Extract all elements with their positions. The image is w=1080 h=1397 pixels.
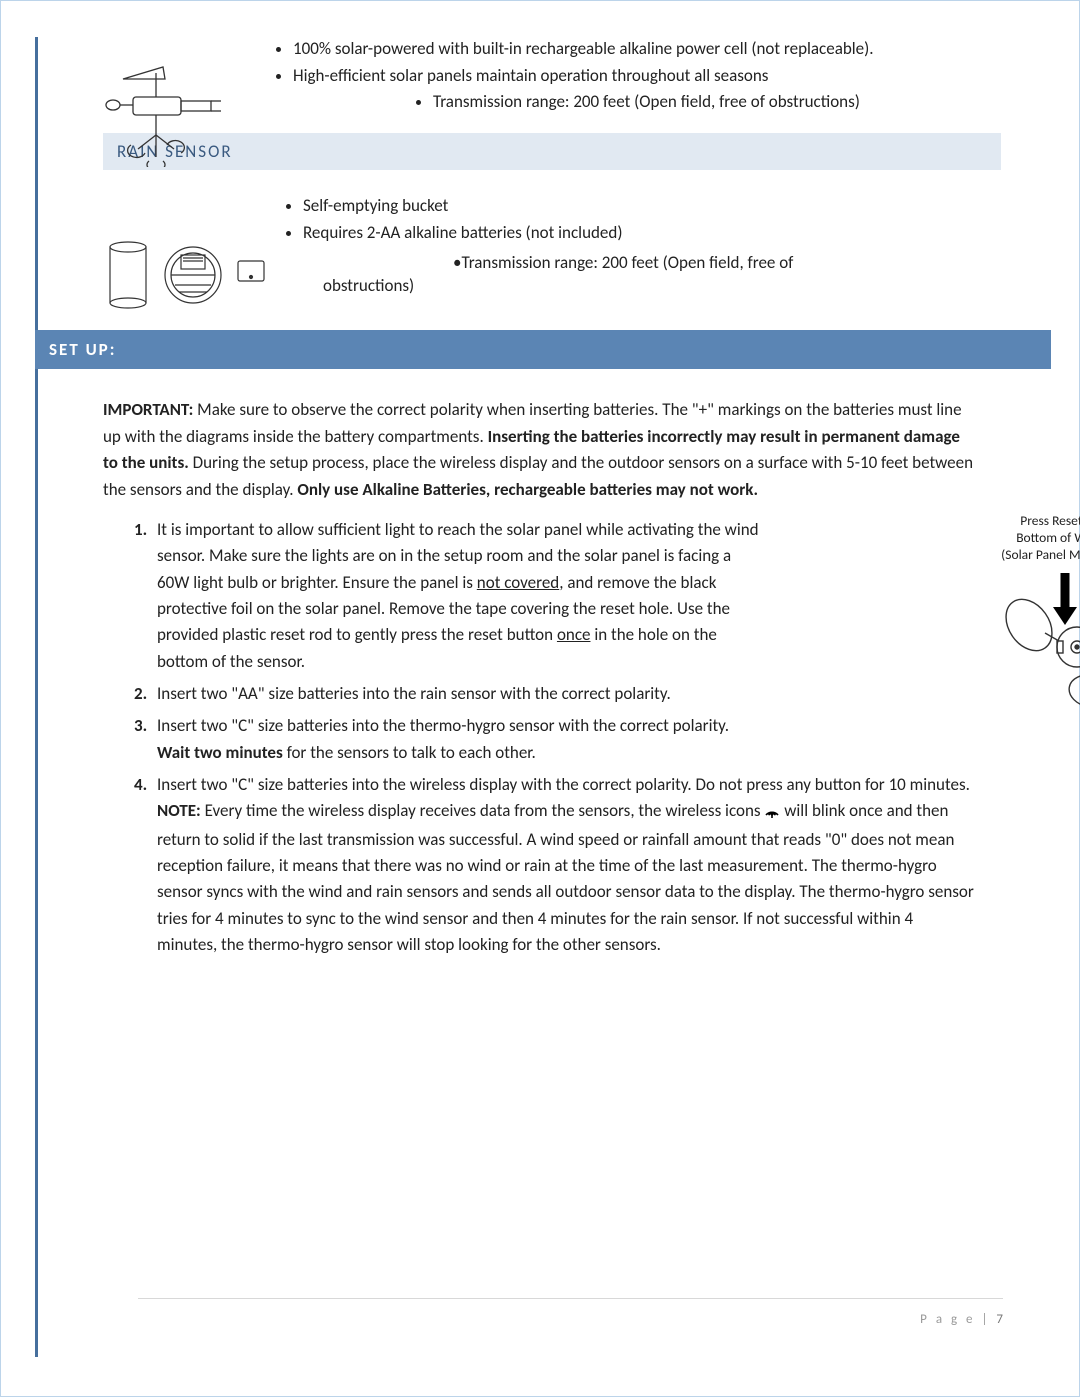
step-3: Insert two "C" size batteries into the t… [151, 713, 975, 766]
rain-bullet-1: Self-emptying bucket [303, 194, 1045, 219]
page-footer: P a g e | 7 [920, 1312, 1003, 1327]
footer-label: P a g e [920, 1312, 975, 1327]
wind-bullet-2-text: High-efficient solar panels maintain ope… [293, 65, 768, 86]
step4-a: Insert two "C" size batteries into the w… [157, 774, 970, 795]
important-bold-3: Only use Alkaline Batteries, rechargeabl… [297, 479, 758, 500]
wind-bullet-1: 100% solar-powered with built-in recharg… [293, 37, 1045, 62]
step4-note-label: NOTE: [157, 800, 201, 821]
step-2: Insert two "AA" size batteries into the … [151, 681, 975, 707]
reset-caption-2: Bottom of Wind Sensor [985, 530, 1080, 547]
step3-b: for the sensors to talk to each other. [283, 742, 536, 763]
wind-bullet-2: High-efficient solar panels maintain ope… [293, 64, 1045, 115]
reset-figure: Press Reset Button on Bottom of Wind Sen… [985, 513, 1080, 710]
setup-steps: It is important to allow sufficient ligh… [103, 517, 975, 959]
step4-note-a: Every time the wireless display receives… [201, 800, 765, 821]
important-label: IMPORTANT: [103, 399, 193, 420]
step-4: Insert two "C" size batteries into the w… [151, 772, 975, 958]
rain-sensor-figure [103, 237, 278, 317]
page: 100% solar-powered with built-in recharg… [0, 0, 1080, 1397]
step3-a: Insert two "C" size batteries into the t… [157, 715, 729, 736]
footer-sep: | [976, 1312, 997, 1327]
wind-bullet-2a: Transmission range: 200 feet (Open field… [433, 90, 1045, 115]
content-column: 100% solar-powered with built-in recharg… [35, 37, 1045, 1357]
wireless-icon [764, 800, 780, 826]
step-1: It is important to allow sufficient ligh… [151, 517, 975, 675]
rain-transmission-line: •Transmission range: 200 feet (Open fiel… [283, 251, 1045, 276]
step1-u2: once [557, 624, 591, 645]
wind-sensor-figure [103, 57, 238, 167]
rain-transmission-trail: obstructions) [283, 274, 1045, 299]
footer-page-number: 7 [996, 1312, 1003, 1327]
footer-rule [138, 1298, 1003, 1299]
rain-bullet-2: Requires 2-AA alkaline batteries (not in… [303, 221, 1045, 246]
step1-u1: not covered [477, 572, 559, 593]
setup-heading: SET UP: [35, 330, 1051, 369]
reset-caption-3: (Solar Panel Must Face Light) [985, 547, 1080, 564]
step4-note-b: will blink once and then return to solid… [157, 800, 974, 955]
step3-bold: Wait two minutes [157, 742, 283, 763]
important-paragraph: IMPORTANT: Make sure to observe the corr… [103, 397, 975, 502]
reset-caption-1: Press Reset Button on [985, 513, 1080, 530]
